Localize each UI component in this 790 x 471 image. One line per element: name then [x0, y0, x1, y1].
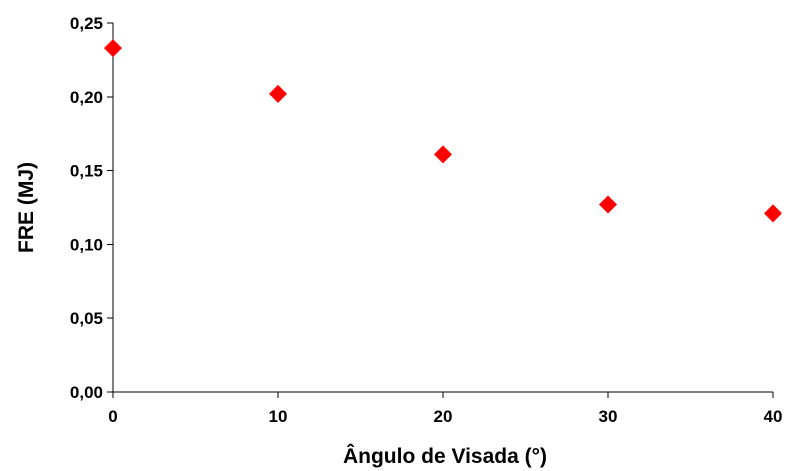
x-axis-title: Ângulo de Visada (°) [343, 444, 547, 468]
x-tick-label: 20 [434, 407, 453, 426]
data-point [269, 84, 287, 103]
y-tick-label: 0,10 [70, 235, 103, 254]
x-tick-label: 40 [764, 407, 783, 426]
x-tick-labels: 0 10 20 30 40 [108, 407, 782, 426]
x-tick-label: 30 [599, 407, 618, 426]
y-tick-label: 0,05 [70, 309, 103, 328]
y-axis-title: FRE (MJ) [15, 162, 38, 253]
y-tick-label: 0,15 [70, 162, 103, 181]
data-point [434, 145, 452, 164]
y-tick-labels: 0,00 0,05 0,10 0,15 0,20 0,25 [70, 14, 103, 402]
y-tick-label: 0,20 [70, 88, 103, 107]
data-point [104, 39, 122, 58]
y-tick-label: 0,00 [70, 383, 103, 402]
y-tick-label: 0,25 [70, 14, 103, 33]
data-point [599, 195, 617, 214]
data-point [764, 204, 782, 223]
axis-ticks [107, 22, 774, 398]
data-points [104, 39, 782, 223]
x-tick-label: 0 [108, 407, 117, 426]
x-tick-label: 10 [269, 407, 288, 426]
